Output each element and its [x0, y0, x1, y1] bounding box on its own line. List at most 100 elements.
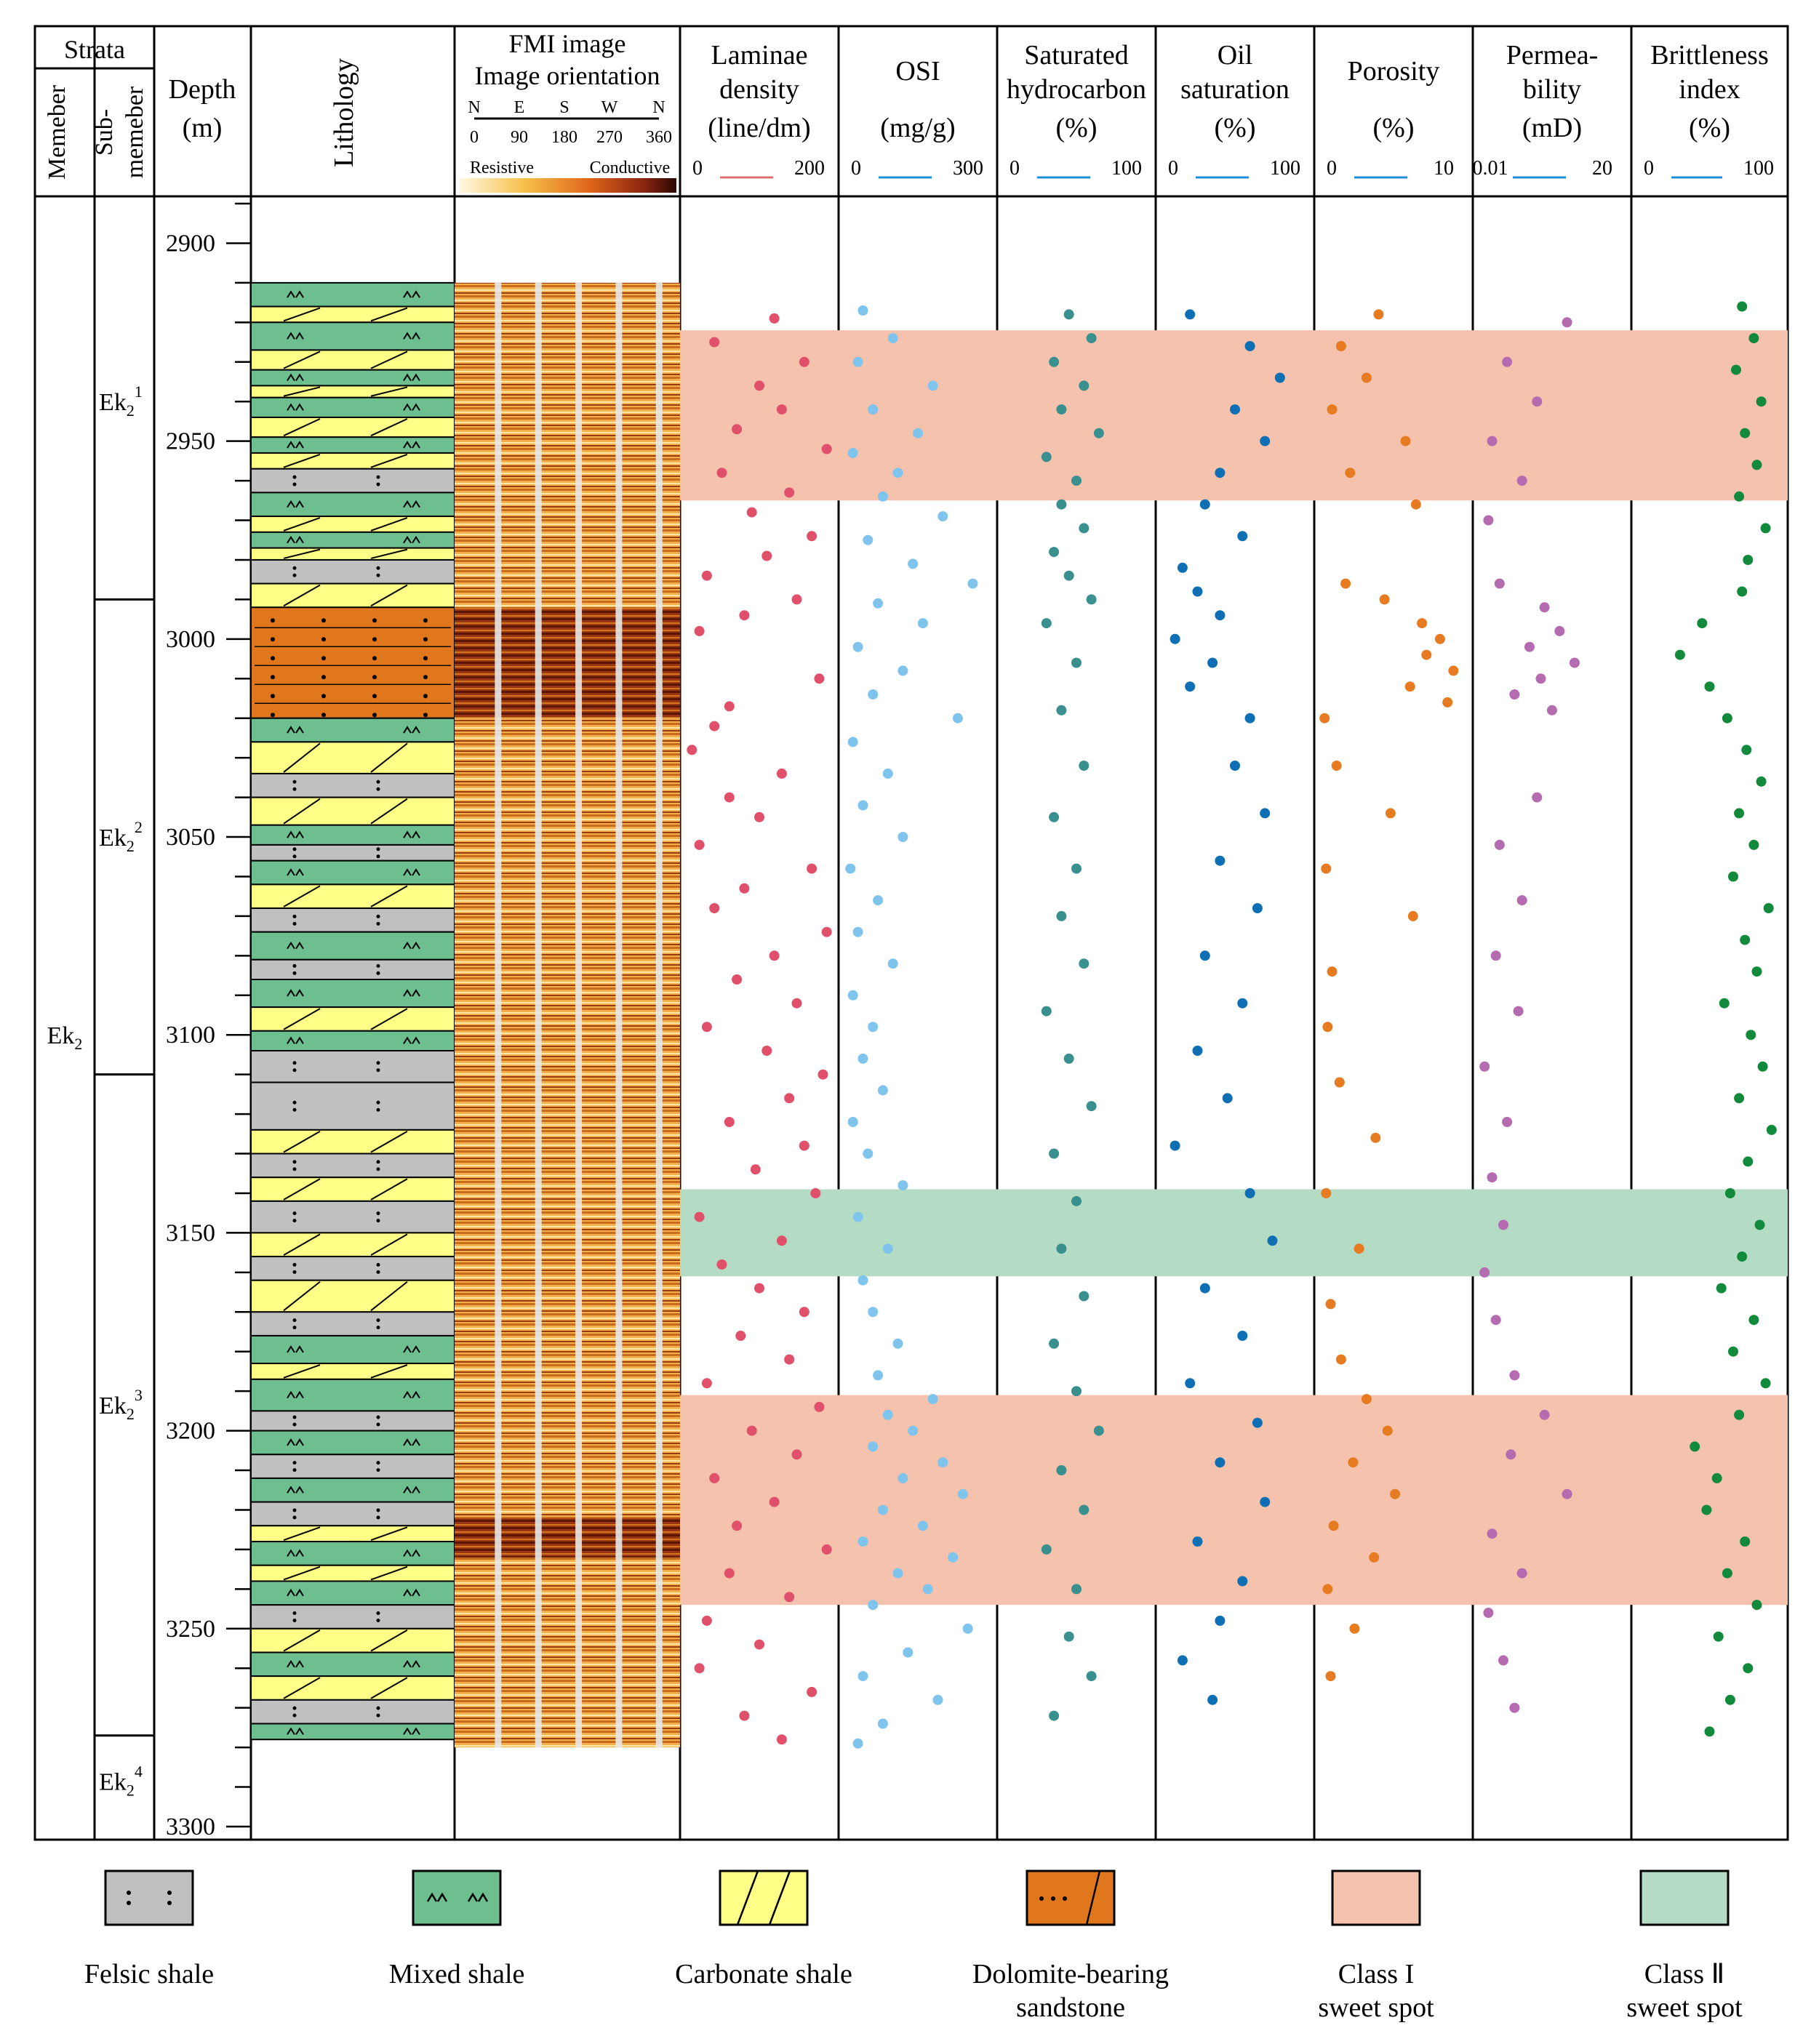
data-point-sathc: [1079, 1504, 1090, 1515]
data-point-osi: [873, 895, 884, 906]
carbonate-mark: [370, 1008, 408, 1030]
data-point-osi: [863, 534, 873, 545]
lithology-bed-felsic: [250, 468, 455, 494]
data-point-perm: [1532, 792, 1543, 803]
legend-label: Class I: [1338, 1959, 1415, 1989]
lithology-bed-felsic: [250, 1454, 455, 1479]
felsic-dot: [376, 971, 380, 975]
mixed-mark: [403, 403, 420, 411]
data-point-oilsat: [1215, 1615, 1226, 1626]
data-point-oilsat: [1199, 499, 1210, 510]
mixed-mark: [403, 1438, 420, 1446]
dolomite-dot: [423, 694, 428, 699]
felsic-dot: [292, 1211, 297, 1216]
felsic-dot: [376, 779, 380, 784]
mixed-mark: [403, 373, 420, 382]
data-point-sathc: [1063, 570, 1074, 581]
data-point-oilsat: [1207, 657, 1218, 668]
data-point-osi: [852, 641, 863, 652]
dolomite-dot: [271, 694, 275, 699]
carbonate-mark: [370, 1677, 408, 1699]
data-point-perm: [1487, 436, 1498, 446]
lithology-bed-carbonate: [250, 796, 455, 826]
data-point-osi: [917, 618, 928, 629]
data-point-laminae: [732, 1520, 743, 1531]
data-point-oilsat: [1192, 586, 1203, 597]
lithology-bed-carbonate: [250, 547, 455, 561]
data-point-osi: [932, 1694, 943, 1705]
fmi-pad-gap: [535, 282, 542, 1748]
data-point-laminae: [754, 380, 764, 391]
lithology-bed-carbonate: [250, 1363, 455, 1380]
data-point-poro: [1382, 1425, 1393, 1436]
data-point-laminae: [799, 1307, 809, 1318]
data-point-laminae: [761, 1046, 772, 1056]
lithology-bed-mixed: [250, 1651, 455, 1678]
fmi-degree-label: 270: [596, 128, 623, 147]
fmi-image-body: [455, 282, 680, 1748]
data-point-oilsat: [1267, 1235, 1278, 1246]
data-point-perm: [1532, 396, 1543, 407]
data-point-osi: [868, 1600, 879, 1611]
felsic-dot: [292, 482, 297, 486]
lithology-bed-felsic: [250, 772, 455, 798]
data-point-osi: [868, 1441, 879, 1452]
data-point-poro: [1354, 1243, 1364, 1254]
mixed-mark: [287, 1345, 304, 1353]
mixed-mark: [403, 332, 420, 340]
data-point-sathc: [1056, 1465, 1067, 1475]
felsic-dot: [292, 1508, 297, 1512]
dolomite-dot: [321, 675, 326, 680]
data-point-poro: [1442, 697, 1453, 708]
data-point-brit: [1741, 745, 1752, 756]
data-point-laminae: [754, 811, 764, 822]
fmi-degree-label: 360: [646, 128, 672, 147]
data-point-osi: [877, 1718, 888, 1729]
felsic-dot: [292, 847, 297, 851]
data-point-osi: [847, 1117, 858, 1127]
fmi-image: [455, 282, 680, 1748]
data-point-laminae: [776, 404, 787, 415]
data-point-laminae: [761, 550, 772, 561]
carbonate-mark: [370, 885, 408, 907]
data-point-laminae: [807, 531, 817, 542]
carbonate-mark: [370, 454, 408, 468]
mixed-mark: [403, 441, 420, 449]
data-point-sathc: [1049, 547, 1060, 558]
strata-column: Ek2 Ek21 Ek22 Ek23 Ek24: [47, 382, 154, 1799]
lithology-bed-carbonate: [250, 385, 455, 398]
data-point-osi: [868, 1307, 879, 1318]
legend-label: Felsic shale: [84, 1959, 214, 1989]
felsic-dot: [376, 1270, 380, 1274]
data-point-poro: [1327, 404, 1338, 415]
lithology-column: [250, 281, 455, 1741]
legend-carbonate-mark: [736, 1870, 759, 1925]
data-point-osi: [852, 1211, 863, 1222]
data-point-osi: [938, 511, 948, 522]
lithology-bed-carbonate: [250, 1177, 455, 1202]
legend-swatch-class1: [1331, 1869, 1421, 1926]
data-point-laminae: [791, 1449, 802, 1460]
mixed-mark: [287, 1390, 304, 1399]
mixed-mark: [287, 332, 304, 340]
data-point-poro: [1335, 1354, 1346, 1365]
felsic-dot: [376, 1611, 380, 1615]
data-point-sathc: [1041, 618, 1052, 629]
felsic-dot: [292, 1160, 297, 1164]
scatter-points: [687, 301, 1777, 1749]
fmi-orientation: Image orientation: [475, 61, 660, 90]
carbonate-mark: [370, 350, 408, 369]
dolomite-dot: [372, 675, 377, 680]
data-point-laminae: [814, 1401, 825, 1412]
data-point-sathc: [1041, 452, 1052, 462]
data-point-brit: [1711, 1472, 1722, 1483]
data-point-oilsat: [1230, 404, 1240, 415]
data-point-brit: [1734, 1409, 1745, 1420]
lithology-bed-carbonate: [250, 1129, 455, 1155]
lithology-bed-felsic: [250, 1410, 455, 1432]
data-point-brit: [1724, 1694, 1735, 1705]
data-point-sathc: [1071, 863, 1082, 874]
outer-border: [33, 25, 1789, 1841]
felsic-dot: [292, 1061, 297, 1065]
data-point-perm: [1494, 578, 1505, 589]
